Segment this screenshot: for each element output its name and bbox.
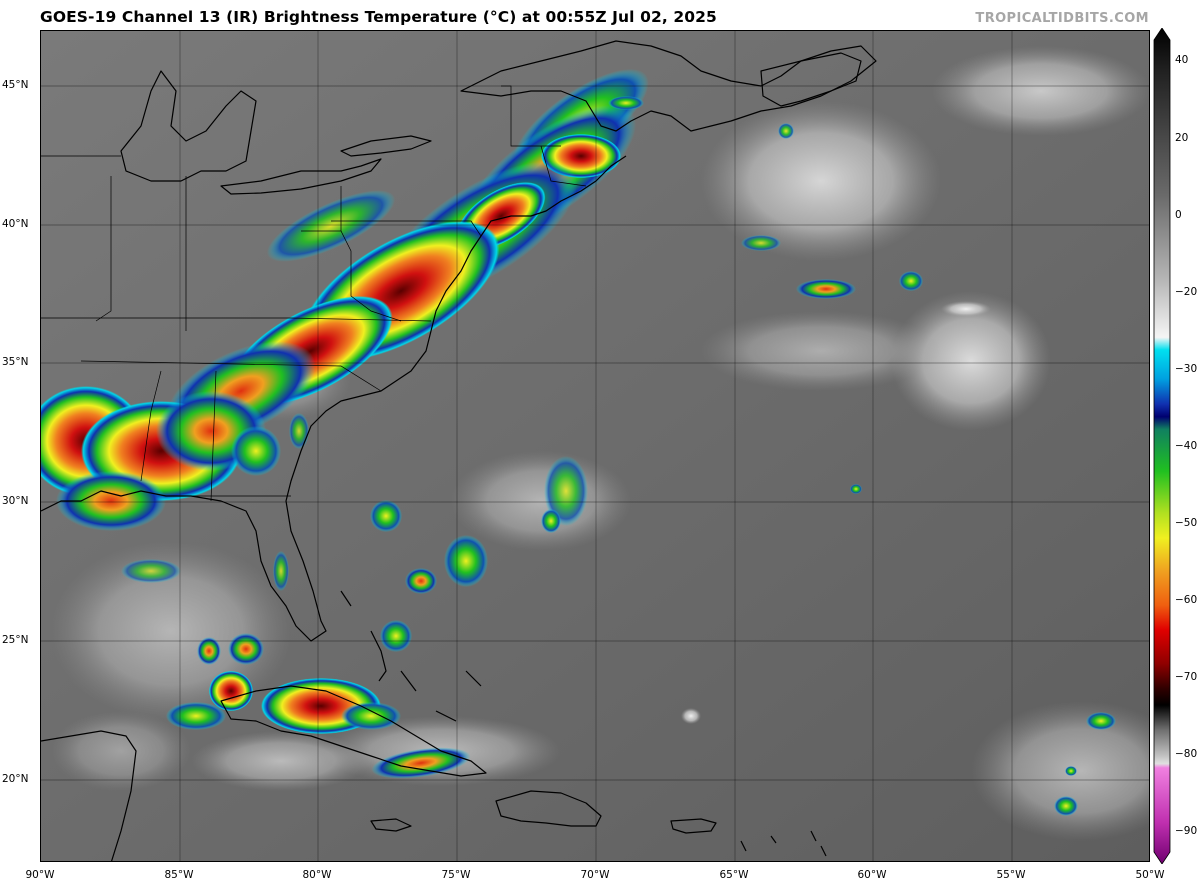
lon-label-65w: 65°W [719, 869, 749, 881]
lon-label-80w: 80°W [302, 869, 332, 881]
lat-label-40n: 40°N [2, 218, 29, 230]
lon-label-60w: 60°W [857, 869, 887, 881]
lat-label-35n: 35°N [2, 356, 29, 368]
southeast-convection [41, 386, 281, 531]
colorbar-label-minus90: −90 [1175, 825, 1198, 837]
lon-label-55w: 55°W [996, 869, 1026, 881]
lat-label-45n: 45°N [2, 79, 29, 91]
state-borders [41, 85, 587, 502]
lon-label-85w: 85°W [164, 869, 194, 881]
graticule [41, 31, 1149, 861]
lat-label-20n: 20°N [2, 773, 29, 785]
colorbar-label-minus80: −80 [1175, 748, 1198, 760]
lon-label-90w: 90°W [25, 869, 55, 881]
lat-label-25n: 25°N [2, 634, 29, 646]
coastlines [41, 40, 877, 861]
lat-label-30n: 30°N [2, 495, 29, 507]
lon-label-75w: 75°W [441, 869, 471, 881]
atlantic-cells [608, 96, 1116, 816]
lon-label-70w: 70°W [580, 869, 610, 881]
colorbar-label-minus60: −60 [1175, 594, 1198, 606]
watermark: TROPICALTIDBITS.COM [975, 11, 1149, 26]
map-title: GOES-19 Channel 13 (IR) Brightness Tempe… [40, 8, 717, 26]
colorbar-label-minus30: −30 [1175, 363, 1198, 375]
colorbar-label-minus20: −20 [1175, 286, 1198, 298]
colorbar-label-minus40: −40 [1175, 440, 1198, 452]
satellite-imagery [41, 31, 1149, 861]
colorbar-label-40: 40 [1175, 54, 1189, 66]
colorbar-label-minus50: −50 [1175, 517, 1198, 529]
lon-label-50w: 50°W [1135, 869, 1165, 881]
colorbar-label-minus70: −70 [1175, 671, 1198, 683]
colorbar-label-20: 20 [1175, 132, 1189, 144]
colorbar [1153, 28, 1171, 864]
satellite-map[interactable] [40, 30, 1150, 862]
caribbean-convection [121, 413, 588, 779]
colorbar-label-0: 0 [1175, 209, 1182, 221]
